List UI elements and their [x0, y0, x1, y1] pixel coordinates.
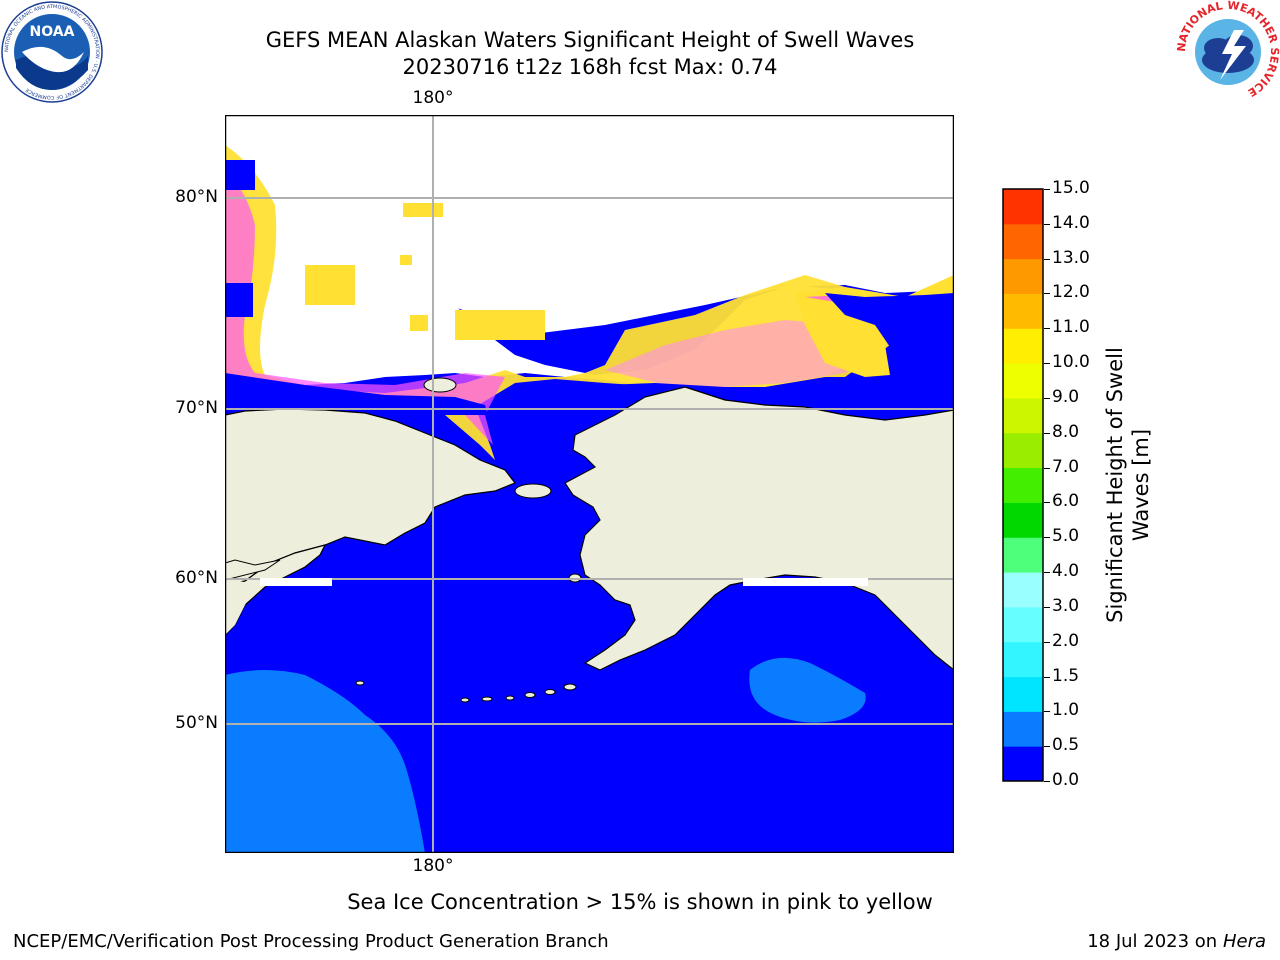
colorbar-tick-label: 9.0	[1052, 386, 1080, 407]
colorbar-segment	[1003, 328, 1043, 364]
colorbar-tick-mark	[1044, 328, 1050, 330]
sea-ice-note: Sea Ice Concentration > 15% is shown in …	[347, 890, 933, 914]
colorbar-tick-label: 12.0	[1052, 282, 1090, 303]
aleutian-islands	[355, 680, 577, 703]
lat-label-80: 80°N	[175, 187, 218, 207]
colorbar-segment	[1003, 363, 1043, 399]
colorbar-tick-mark	[1044, 467, 1050, 469]
colorbar-tick-label: 0.5	[1052, 735, 1080, 756]
colorbar-tick-label: 1.0	[1052, 700, 1080, 721]
colorbar-tick-mark	[1044, 397, 1050, 399]
colorbar-tick-label: 6.0	[1052, 491, 1080, 512]
lat-label-50: 50°N	[175, 713, 218, 733]
colorbar-tick-label: 11.0	[1052, 317, 1090, 338]
lon-label-top: 180°	[412, 88, 454, 108]
colorbar-tick-label: 8.0	[1052, 421, 1080, 442]
lon-label-bottom: 180°	[412, 856, 454, 876]
map-title: GEFS MEAN Alaskan Waters Significant Hei…	[265, 28, 915, 52]
colorbar-tick-label: 1.5	[1052, 665, 1080, 686]
colorbar-tick-label: 0.0	[1052, 770, 1080, 790]
colorbar-tick-mark	[1044, 223, 1050, 225]
colorbar-tick-label: 2.0	[1052, 630, 1080, 651]
map-panel	[225, 115, 954, 853]
colorbar-tick-label: 7.0	[1052, 456, 1080, 477]
map-subtitle: 20230716 t12z 168h fcst Max: 0.74	[402, 55, 778, 79]
colorbar-segment	[1003, 572, 1043, 608]
colorbar-tick-label: 5.0	[1052, 526, 1080, 547]
colorbar-tick-mark	[1044, 572, 1050, 574]
colorbar-label-line1: Significant Height of Swell	[1103, 347, 1127, 623]
colorbar-tick-mark	[1044, 189, 1050, 190]
alaska-land	[564, 386, 954, 671]
colorbar-tick-mark	[1044, 363, 1050, 365]
colorbar-tick-mark	[1044, 641, 1050, 643]
colorbar-segment	[1003, 467, 1043, 503]
colorbar	[1002, 188, 1044, 782]
colorbar-segment	[1003, 223, 1043, 260]
lat-label-60: 60°N	[175, 568, 218, 588]
colorbar-tick-mark	[1044, 781, 1050, 782]
footer-date: 18 Jul 2023 on	[1087, 931, 1223, 952]
swell-region-gulf	[749, 657, 866, 723]
colorbar-tick-mark	[1044, 432, 1050, 434]
colorbar-tick-mark	[1044, 258, 1050, 260]
colorbar-label-line2: Waves [m]	[1129, 428, 1153, 542]
footer-left: NCEP/EMC/Verification Post Processing Pr…	[13, 931, 609, 952]
colorbar-border	[1002, 188, 1044, 782]
colorbar-segment	[1003, 676, 1043, 712]
colorbar-segment	[1003, 397, 1043, 434]
lat-label-70: 70°N	[175, 398, 218, 418]
noaa-logo: NOAA NATIONAL OCEANIC AND ATMOSPHERIC AD…	[1, 1, 103, 103]
footer-host: Hera	[1222, 931, 1266, 952]
colorbar-segment	[1003, 606, 1043, 643]
colorbar-tick-mark	[1044, 746, 1050, 748]
colorbar-tick-label: 10.0	[1052, 352, 1090, 373]
colorbar-tick-mark	[1044, 502, 1050, 504]
arctic-white	[225, 115, 954, 275]
colorbar-tick-mark	[1044, 537, 1050, 539]
swell-region-southwest	[225, 670, 425, 853]
colorbar-segment	[1003, 189, 1043, 225]
colorbar-tick-mark	[1044, 711, 1050, 713]
colorbar-tick-label: 3.0	[1052, 595, 1080, 616]
colorbar-tick-label: 14.0	[1052, 212, 1090, 233]
colorbar-segment	[1003, 641, 1043, 678]
colorbar-segment	[1003, 711, 1043, 747]
colorbar-tick-mark	[1044, 606, 1050, 608]
colorbar-segment	[1003, 258, 1043, 294]
colorbar-segment	[1003, 432, 1043, 469]
ice-edge-pink	[225, 175, 505, 445]
colorbar-tick-label: 13.0	[1052, 247, 1090, 268]
colorbar-segment	[1003, 502, 1043, 538]
colorbar-tick-mark	[1044, 676, 1050, 678]
colorbar-tick-mark	[1044, 293, 1050, 295]
colorbar-tick-label: 4.0	[1052, 561, 1080, 582]
colorbar-segment	[1003, 293, 1043, 329]
noaa-logo-text: NOAA	[30, 24, 75, 40]
colorbar-tick-label: 15.0	[1052, 178, 1090, 198]
nws-logo: NATIONAL WEATHER SERVICE	[1176, 0, 1280, 99]
footer-right: 18 Jul 2023 on Hera	[1087, 931, 1266, 952]
colorbar-segment	[1003, 746, 1043, 782]
colorbar-segment	[1003, 537, 1043, 573]
